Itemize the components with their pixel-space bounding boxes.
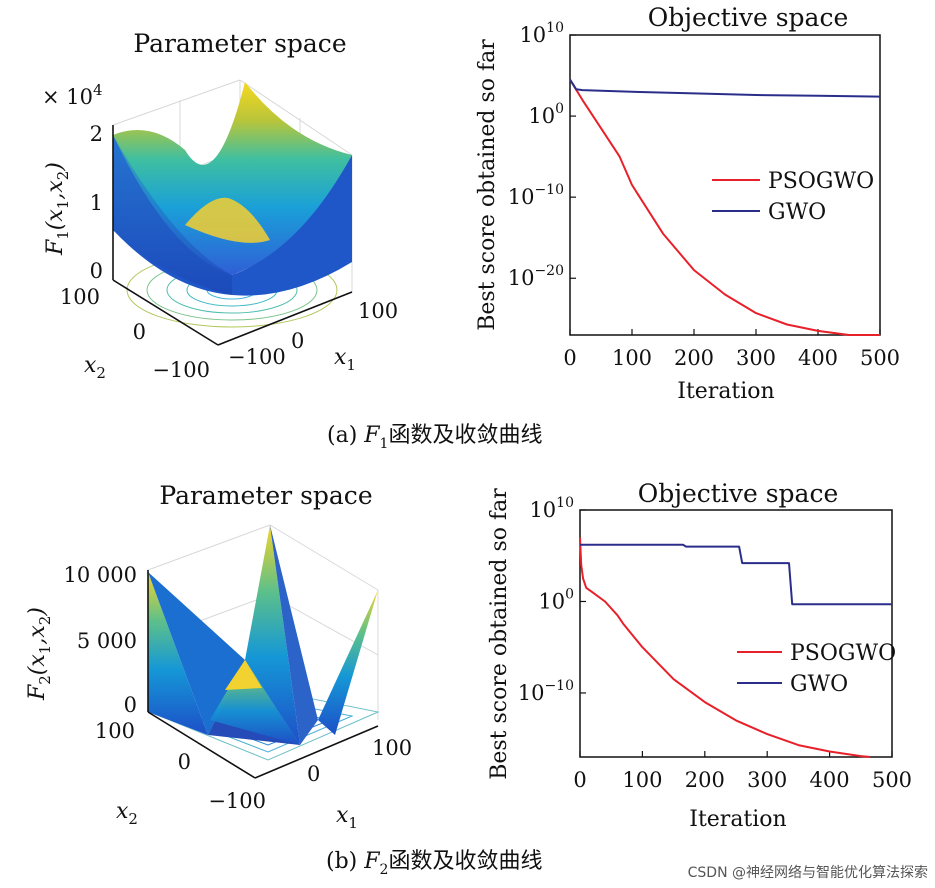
f1c-yticks: 1010 100 10−10 10−20 — [508, 20, 576, 290]
f1c-title: Objective space — [648, 3, 849, 32]
y-tick-label: 1010 — [519, 20, 564, 47]
f1-x2label: x2 — [84, 353, 106, 382]
f1-surface-title: Parameter space — [133, 29, 346, 58]
f2-ztick: 0 — [124, 693, 137, 717]
x-tick-label: 400 — [798, 346, 838, 370]
f2-zticks: 10 000 5 000 0 — [64, 563, 137, 717]
x-tick-label: 0 — [563, 346, 576, 370]
y-tick-label: 100 — [528, 101, 564, 128]
f2-convergence-plot: Objective space 1010 100 10−10 0 100 200 300 4… — [487, 479, 912, 832]
series-line-gwo — [569, 79, 881, 98]
f1c-series — [569, 79, 881, 336]
f1c-xticks: 0 100 200 300 400 500 — [563, 329, 900, 370]
f1-convergence-plot: Objective space 1010 100 10−10 10−20 0 100 20… — [475, 3, 900, 404]
f2-x1label: x1 — [336, 803, 358, 832]
f2-x1ticks: 0 100 — [307, 736, 412, 786]
f1-zscale: × 104 — [42, 81, 103, 109]
f1c-legend: PSOGWO GWO — [712, 169, 874, 225]
x-tick-label: 500 — [872, 768, 912, 792]
x-tick-label: 100 — [622, 768, 662, 792]
f2-zlabel: F2(x1,x2) — [25, 607, 54, 701]
watermark: CSDN @神经网络与智能优化算法探索 — [688, 864, 928, 881]
x-tick-label: 300 — [747, 768, 787, 792]
x-tick-label: 200 — [685, 768, 725, 792]
f1-x2tick: 0 — [133, 320, 146, 344]
f2-x2ticks: 100 0 −100 — [95, 719, 266, 813]
f1-ztick: 0 — [90, 259, 103, 283]
f1-x2tick: −100 — [152, 358, 210, 382]
caption-a: (a) F1函数及收敛曲线 — [327, 423, 542, 452]
f2-x1tick: 100 — [372, 736, 412, 760]
f1-zlabel: F1(x1,x2) — [43, 162, 72, 256]
f1-x2tick: 100 — [60, 285, 100, 309]
f2c-title: Objective space — [638, 479, 839, 508]
f1c-xlabel: Iteration — [677, 379, 774, 404]
legend-label-psogwo: PSOGWO — [790, 641, 896, 666]
legend-label-gwo: GWO — [768, 200, 826, 225]
f1-x1tick: 0 — [291, 329, 304, 353]
legend-label-psogwo: PSOGWO — [768, 169, 874, 194]
y-tick-label: 10−10 — [518, 678, 574, 705]
x-tick-label: 100 — [612, 346, 652, 370]
f1-bowl — [113, 82, 352, 296]
f1-x1tick: −100 — [228, 345, 286, 369]
legend-label-gwo: GWO — [790, 672, 848, 697]
series-line-psogwo — [579, 537, 871, 758]
x-tick-label: 200 — [674, 346, 714, 370]
f1-x1ticks: −100 0 100 — [228, 299, 398, 369]
f2-x1tick: 0 — [307, 762, 320, 786]
f2-x2tick: −100 — [208, 789, 266, 813]
f1-ztick: 2 — [90, 122, 103, 146]
f2c-series — [579, 537, 892, 758]
x-tick-label: 500 — [860, 346, 900, 370]
f2-pyramid — [148, 525, 378, 745]
y-tick-label: 10−20 — [508, 263, 564, 290]
f1-x2ticks: 100 0 −100 — [60, 285, 210, 382]
f2-axes — [147, 570, 379, 779]
f1-zticks: 2 1 0 — [90, 122, 103, 283]
f2-x2label: x2 — [116, 799, 138, 828]
x-tick-label: 0 — [573, 768, 586, 792]
f2-ztick: 10 000 — [64, 563, 137, 587]
f2c-ylabel: Best score obtained so far — [487, 488, 512, 780]
series-line-psogwo — [569, 79, 880, 336]
f2c-legend: PSOGWO GWO — [737, 641, 896, 697]
f2-surface-plot: Parameter space — [25, 481, 412, 832]
f1-x1tick: 100 — [358, 299, 398, 323]
f2-x2tick: 0 — [178, 750, 191, 774]
series-line-gwo — [580, 543, 892, 606]
f2-ztick: 5 000 — [77, 629, 137, 653]
f2-surface-title: Parameter space — [159, 481, 372, 510]
f1c-ylabel: Best score obtained so far — [475, 39, 500, 331]
y-tick-label: 1010 — [529, 495, 574, 522]
f2c-frame — [579, 509, 893, 758]
caption-b: (b) F2函数及收敛曲线 — [326, 849, 542, 878]
f2c-yticks: 1010 100 10−10 — [518, 495, 586, 705]
f2c-xticks: 0 100 200 300 400 500 — [573, 751, 912, 792]
f2c-xlabel: Iteration — [689, 807, 786, 832]
y-tick-label: 10−10 — [508, 182, 564, 209]
f2-x2tick: 100 — [95, 719, 135, 743]
x-tick-label: 400 — [810, 768, 850, 792]
f1-surface-plot: Parameter space — [42, 29, 398, 382]
f1-x1label: x1 — [334, 345, 356, 374]
f1c-frame — [569, 34, 881, 336]
y-tick-label: 100 — [538, 586, 574, 613]
f1-axes — [112, 125, 353, 346]
x-tick-label: 300 — [736, 346, 776, 370]
f1-ztick: 1 — [90, 191, 103, 215]
